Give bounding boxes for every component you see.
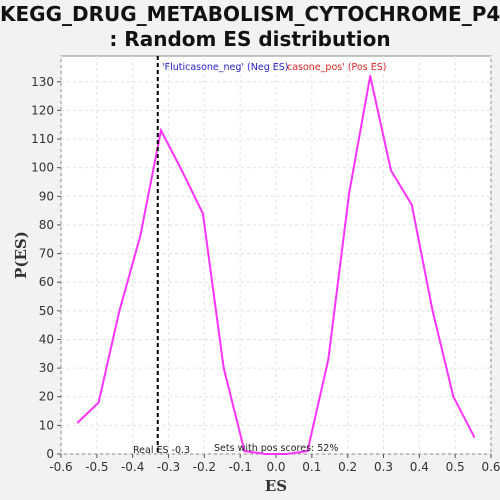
y-tick-label: 0 bbox=[46, 447, 54, 461]
y-tick-label: 50 bbox=[39, 304, 54, 318]
pos-es-label: casone_pos' (Pos ES) bbox=[287, 62, 386, 73]
x-tick-label: 0.0 bbox=[266, 460, 285, 474]
y-tick-label: 30 bbox=[39, 361, 54, 375]
data-point bbox=[348, 192, 351, 195]
x-tick-label: -0.2 bbox=[193, 460, 216, 474]
y-tick-label: 90 bbox=[39, 189, 54, 203]
es-distribution-line bbox=[77, 75, 476, 455]
y-tick-label: 60 bbox=[39, 275, 54, 289]
data-point bbox=[306, 450, 309, 453]
x-tick-label: -0.1 bbox=[228, 460, 251, 474]
series bbox=[76, 75, 476, 455]
data-point bbox=[159, 129, 162, 132]
data-point bbox=[243, 450, 246, 453]
y-tick-label: 100 bbox=[31, 161, 54, 175]
x-tick-label: 0.2 bbox=[338, 460, 357, 474]
real-es-label: Real ES -0.3 bbox=[133, 445, 190, 456]
y-tick-label: 80 bbox=[39, 218, 54, 232]
data-point bbox=[410, 203, 413, 206]
x-tick-label: 0.4 bbox=[410, 460, 429, 474]
grid bbox=[60, 56, 492, 455]
data-point bbox=[327, 358, 330, 361]
x-axis-label: ES bbox=[265, 477, 287, 495]
x-tick-label: 0.3 bbox=[374, 460, 393, 474]
y-ticks: 0 10 20 30 40 50 60 70 80 90 100 110 120 130 bbox=[31, 75, 61, 461]
sets-pos-scores-label: Sets with pos scores: 52% bbox=[214, 443, 338, 454]
data-point bbox=[452, 395, 455, 398]
y-axis-label: P(ES) bbox=[12, 231, 30, 279]
data-point bbox=[97, 401, 100, 404]
x-tick-label: 0.5 bbox=[446, 460, 465, 474]
data-point bbox=[473, 435, 476, 438]
chart-title-line1: KEGG_DRUG_METABOLISM_CYTOCHROME_P450 bbox=[0, 2, 500, 26]
data-point bbox=[369, 75, 372, 78]
data-point bbox=[285, 453, 288, 455]
x-tick-label: 0.6 bbox=[481, 460, 500, 474]
y-tick-label: 40 bbox=[39, 332, 54, 346]
y-tick-label: 20 bbox=[39, 390, 54, 404]
y-tick-label: 130 bbox=[31, 75, 54, 89]
annotations: 'Fluticasone_neg' (Neg ES)casone_pos' (P… bbox=[133, 56, 386, 456]
x-tick-label: -0.3 bbox=[157, 460, 180, 474]
data-point bbox=[139, 235, 142, 238]
data-point bbox=[390, 169, 393, 172]
data-point bbox=[201, 212, 204, 215]
data-point bbox=[76, 421, 79, 424]
data-point bbox=[118, 309, 121, 312]
x-tick-label: -0.6 bbox=[49, 460, 72, 474]
neg-es-label: 'Fluticasone_neg' (Neg ES) bbox=[162, 62, 289, 73]
data-point bbox=[264, 453, 267, 455]
data-point bbox=[431, 309, 434, 312]
x-tick-label: -0.4 bbox=[121, 460, 144, 474]
x-ticks: -0.6 -0.5 -0.4 -0.3 -0.2 -0.1 0.0 0.1 0.2 0.3 0.4 0… bbox=[49, 454, 500, 474]
y-tick-label: 110 bbox=[31, 132, 54, 146]
x-tick-label: -0.5 bbox=[85, 460, 108, 474]
chart-title-line2: : Random ES distribution bbox=[109, 27, 391, 51]
x-tick-label: 0.1 bbox=[302, 460, 321, 474]
y-tick-label: 70 bbox=[39, 247, 54, 261]
y-tick-label: 10 bbox=[39, 418, 54, 432]
data-point bbox=[222, 367, 225, 370]
y-tick-label: 120 bbox=[31, 103, 54, 117]
data-point bbox=[180, 169, 183, 172]
